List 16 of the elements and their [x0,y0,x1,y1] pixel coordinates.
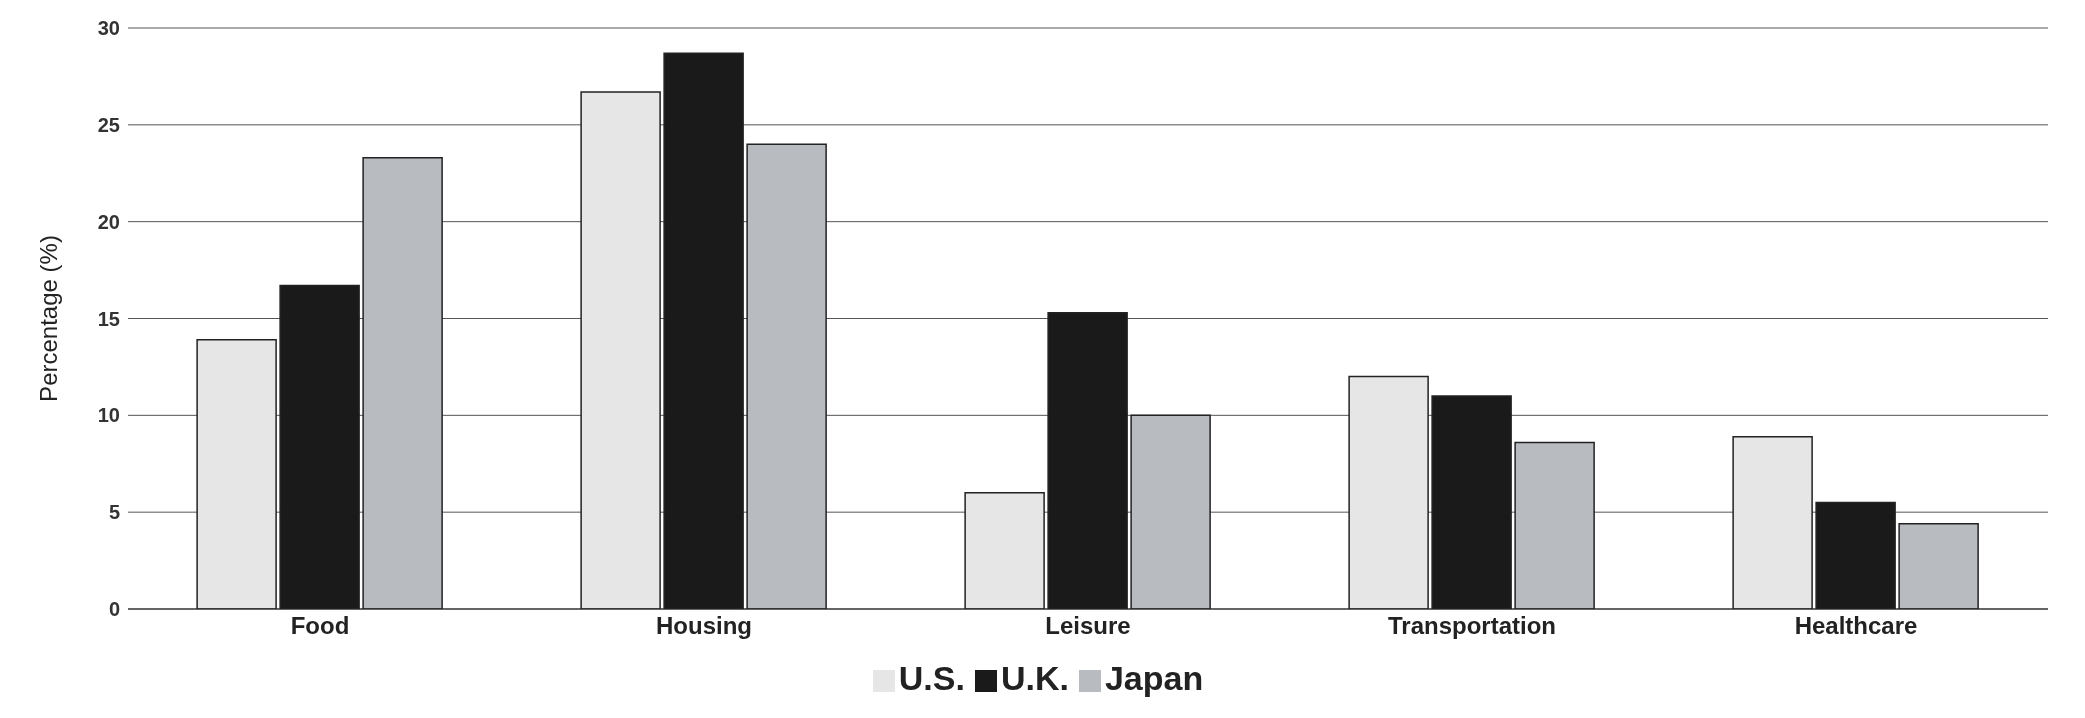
y-tick-label: 0 [108,598,120,621]
x-tick-label: Healthcare [1794,612,1918,640]
y-tick-label: 5 [108,501,120,524]
y-tick-label: 30 [97,17,120,40]
x-tick-label: Transportation [1387,612,1557,640]
x-tick-label: Leisure [1045,612,1131,640]
x-tick-label: Food [290,612,350,640]
y-tick-label: 10 [97,404,120,427]
x-tick-label: Housing [656,612,752,640]
y-axis-title: Percentage (%) [34,235,62,402]
legend-label: Japan [1104,659,1204,697]
y-tick-label: 15 [97,307,120,330]
y-tick-label: 25 [97,113,120,136]
y-tick-label: 20 [97,210,120,233]
legend-label: U.K. [1000,659,1069,697]
legend-label: U.S. [898,659,965,697]
